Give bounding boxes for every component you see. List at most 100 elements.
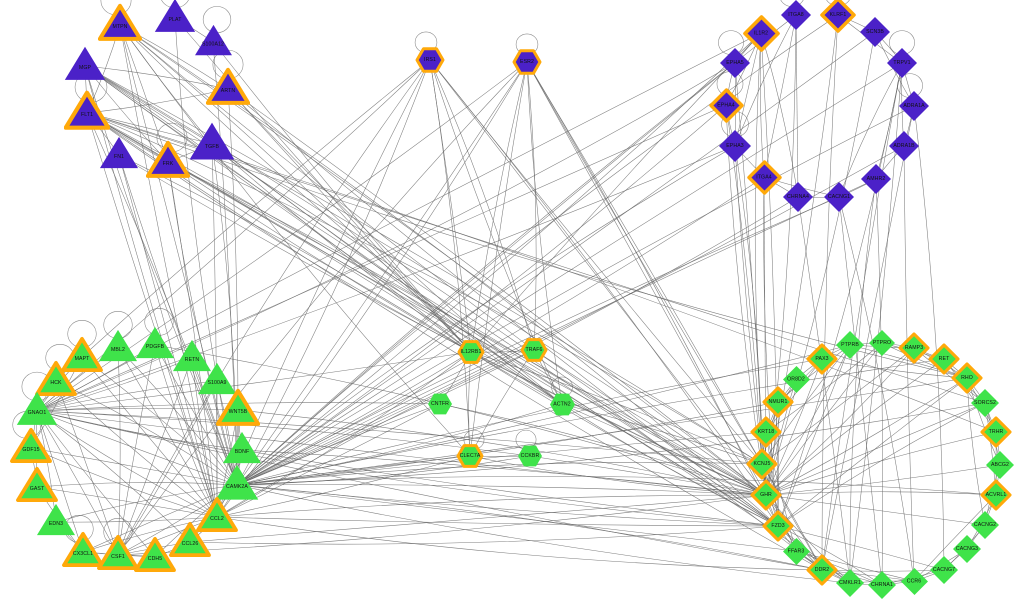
edge xyxy=(838,62,903,198)
edge xyxy=(167,161,779,527)
node-trhr[interactable]: TRHR xyxy=(978,414,1014,450)
node-csf1[interactable]: CSF1 xyxy=(97,534,139,576)
node-klrf1[interactable]: KLRF1 xyxy=(818,0,858,35)
node-cckbr[interactable]: CCKBR xyxy=(514,440,546,472)
edge xyxy=(725,104,767,496)
diamond-shape xyxy=(898,332,930,364)
edge xyxy=(236,462,763,486)
node-artn[interactable]: ARTN xyxy=(206,67,250,111)
triangle-shape xyxy=(154,0,196,32)
diamond-shape xyxy=(806,343,838,375)
edge xyxy=(36,410,218,518)
triangle-shape xyxy=(98,329,138,362)
node-itga8[interactable]: ITGA8 xyxy=(777,0,815,34)
diamond-shape xyxy=(980,479,1012,511)
node-mbl2[interactable]: MBL2 xyxy=(97,327,139,369)
edge xyxy=(777,344,851,527)
edge xyxy=(821,14,839,571)
edge xyxy=(526,61,763,465)
node-adra1a[interactable]: ADRA1A xyxy=(895,87,933,125)
edge xyxy=(561,403,767,496)
node-cmklr1[interactable]: CMKLR1 xyxy=(832,565,868,600)
node-clec7a[interactable]: CLEC7A xyxy=(454,440,486,472)
node-wnt5b[interactable]: WNT5B xyxy=(216,388,260,432)
edge xyxy=(765,342,883,433)
edge xyxy=(561,403,763,465)
node-pdgfb[interactable]: PDGFB xyxy=(134,324,176,366)
node-cacng1[interactable]: CACNG1 xyxy=(820,178,858,216)
edge xyxy=(216,349,535,518)
edge xyxy=(777,525,883,586)
node-gdf15[interactable]: GDF15 xyxy=(10,427,52,469)
hexagon-shape xyxy=(457,340,485,364)
node-trpv1[interactable]: TRPV1 xyxy=(883,44,921,82)
node-krt18[interactable]: KRT18 xyxy=(748,414,784,450)
edge xyxy=(913,105,945,571)
edge xyxy=(237,409,767,496)
edge xyxy=(117,357,193,556)
triangle-shape xyxy=(189,122,235,160)
triangle-shape xyxy=(172,339,212,372)
node-chrna4[interactable]: CHRNA4 xyxy=(779,178,817,216)
edge xyxy=(236,61,528,486)
node-tgfb[interactable]: TGFB xyxy=(188,120,236,168)
edge xyxy=(117,347,121,556)
node-ccr6[interactable]: CCR6 xyxy=(897,564,932,599)
node-irs1[interactable]: IRS1 xyxy=(413,43,447,77)
edge xyxy=(761,347,915,465)
node-s100a12[interactable]: S100A12 xyxy=(193,22,234,63)
edge xyxy=(765,358,823,496)
node-ccl26[interactable]: CCL26 xyxy=(169,521,211,563)
edge xyxy=(439,403,767,496)
edge xyxy=(55,380,119,556)
edge xyxy=(760,32,799,198)
node-itga4[interactable]: ITGA4 xyxy=(745,158,784,197)
node-plat[interactable]: PLAT xyxy=(153,0,197,40)
node-mgp[interactable]: MGP xyxy=(63,44,107,88)
diamond-shape xyxy=(824,182,854,212)
node-mtpn[interactable]: MTPN xyxy=(98,3,142,47)
node-frk[interactable]: FRK xyxy=(146,140,190,184)
hexagon-shape xyxy=(549,393,575,415)
edge xyxy=(533,349,767,496)
edge xyxy=(236,62,903,486)
edge xyxy=(838,196,883,586)
node-epha4[interactable]: EPHA4 xyxy=(707,86,746,125)
diamond-shape xyxy=(781,0,811,30)
triangle-shape xyxy=(99,136,139,169)
node-il12rb1[interactable]: IL12RB1 xyxy=(455,336,487,368)
node-ptpro[interactable]: PTPRO xyxy=(865,326,899,360)
edge xyxy=(55,484,238,523)
node-epha5[interactable]: EPHA5 xyxy=(716,44,754,82)
diamond-shape xyxy=(930,556,958,584)
edge xyxy=(86,112,851,584)
node-amhr2[interactable]: AMHR2 xyxy=(857,160,895,198)
edge xyxy=(470,351,763,465)
triangle-shape xyxy=(36,503,76,536)
hexagon-shape xyxy=(456,444,484,468)
node-traf6[interactable]: TRAF6 xyxy=(518,334,550,366)
edge xyxy=(236,32,762,486)
node-cntfr[interactable]: CNTFR xyxy=(424,388,456,420)
edge xyxy=(849,344,968,379)
node-flt1[interactable]: FLT1 xyxy=(64,90,110,136)
node-esr2[interactable]: ESR2 xyxy=(510,45,544,79)
edge xyxy=(236,484,851,584)
edge xyxy=(86,112,472,353)
edge xyxy=(55,380,218,518)
edge xyxy=(211,143,472,353)
edge xyxy=(761,344,851,465)
node-fn1[interactable]: FN1 xyxy=(98,134,140,176)
edge xyxy=(119,24,218,518)
triangle-shape xyxy=(222,431,262,464)
diamond-shape xyxy=(889,131,919,161)
edge xyxy=(86,112,823,571)
edge xyxy=(470,351,779,527)
edge xyxy=(55,516,218,523)
node-actn2[interactable]: ACTN2 xyxy=(546,388,579,421)
edge xyxy=(191,357,218,518)
node-chrna1[interactable]: CHRNA1 xyxy=(864,567,900,600)
edge xyxy=(189,494,767,543)
